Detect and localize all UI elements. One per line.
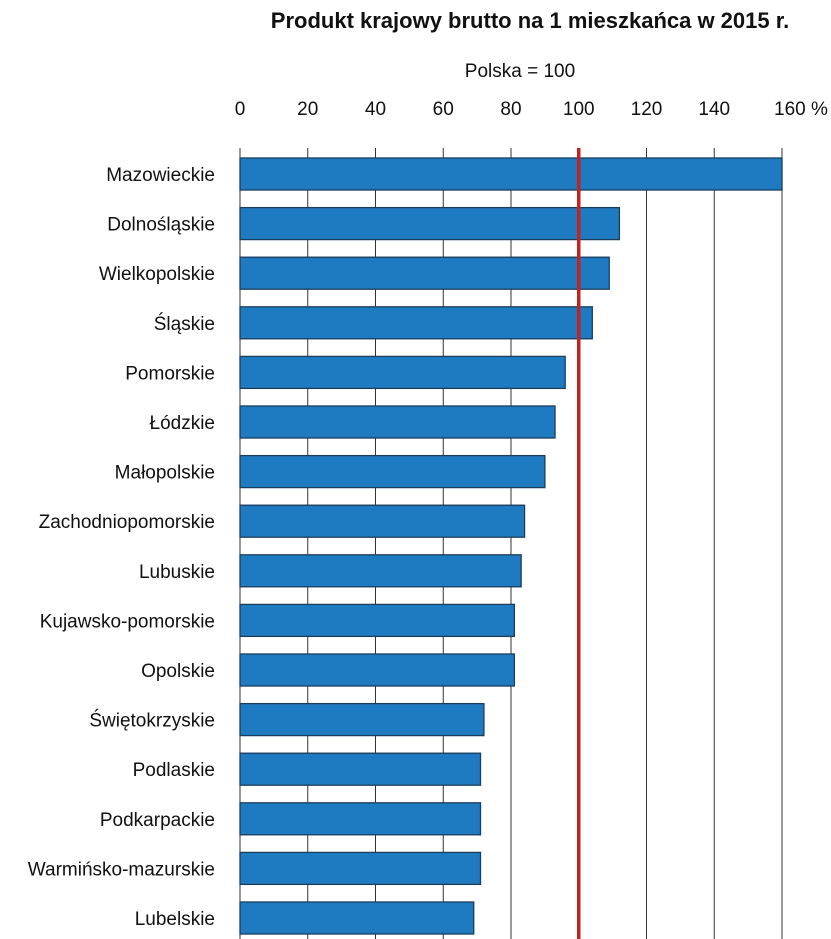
bars — [239, 157, 783, 935]
bar — [239, 901, 475, 935]
category-label: Wielkopolskie — [99, 264, 215, 285]
bar — [239, 653, 516, 687]
x-tick-label: 40 — [365, 99, 386, 120]
category-label: Lubuskie — [139, 562, 215, 583]
bar — [239, 802, 482, 836]
chart-subtitle: Polska = 100 — [465, 61, 575, 82]
category-label: Podlaskie — [133, 760, 215, 781]
category-label: Opolskie — [141, 661, 215, 682]
bar — [239, 702, 485, 737]
x-tick-label: 60 — [433, 99, 454, 120]
bar — [239, 306, 593, 340]
bar — [239, 206, 621, 241]
bar — [239, 405, 556, 439]
bar — [239, 851, 482, 886]
x-tick-label: 120 — [631, 99, 663, 120]
x-tick-label: 160 % — [774, 99, 828, 120]
category-label: Dolnośląskie — [107, 215, 215, 236]
x-tick-label: 20 — [297, 99, 318, 120]
category-label: Świętokrzyskie — [89, 710, 215, 732]
category-label: Warmińsko-mazurskie — [28, 859, 215, 880]
bar — [239, 554, 522, 588]
category-labels: Mazowieckie Dolnośląskie Wielkopolskie Śląs… — [28, 165, 215, 930]
category-label: Podkarpackie — [100, 810, 215, 831]
bar — [239, 603, 516, 638]
x-tick-label: 100 — [563, 99, 595, 120]
x-axis-ticks: 0 20 40 60 80 100 120 140 160 % — [235, 99, 828, 120]
x-tick-label: 140 — [698, 99, 730, 120]
category-label: Mazowieckie — [106, 165, 215, 186]
bar — [239, 454, 546, 489]
category-label: Pomorskie — [125, 363, 215, 384]
bar — [239, 752, 482, 786]
bar — [239, 355, 566, 390]
chart-title: Produkt krajowy brutto na 1 mieszkańca w… — [271, 8, 789, 33]
category-label: Kujawsko-pomorskie — [40, 611, 215, 632]
bar — [239, 256, 610, 290]
category-label: Małopolskie — [115, 463, 215, 484]
bar — [239, 157, 783, 191]
x-tick-label: 80 — [500, 99, 521, 120]
category-label: Zachodniopomorskie — [39, 512, 215, 533]
x-tick-label: 0 — [235, 99, 246, 120]
bar — [239, 504, 526, 538]
category-label: Lubelskie — [135, 909, 215, 930]
category-label: Łódzkie — [150, 413, 216, 434]
category-label: Śląskie — [154, 313, 215, 335]
